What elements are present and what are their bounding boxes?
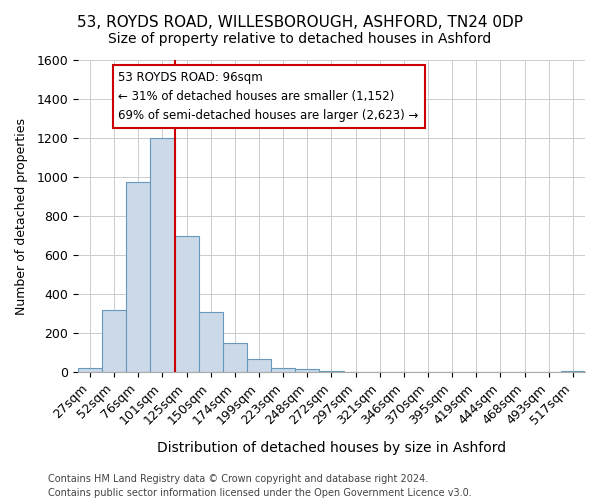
Bar	[223, 343, 247, 372]
Text: Size of property relative to detached houses in Ashford: Size of property relative to detached ho…	[109, 32, 491, 46]
Bar	[175, 236, 199, 372]
Bar	[102, 310, 126, 372]
Bar	[319, 370, 344, 372]
Bar	[271, 368, 295, 372]
Bar	[78, 368, 102, 372]
Bar	[199, 312, 223, 372]
Bar	[295, 368, 319, 372]
Bar	[247, 359, 271, 372]
Text: Contains HM Land Registry data © Crown copyright and database right 2024.
Contai: Contains HM Land Registry data © Crown c…	[48, 474, 472, 498]
Bar	[151, 138, 175, 372]
Text: 53, ROYDS ROAD, WILLESBOROUGH, ASHFORD, TN24 0DP: 53, ROYDS ROAD, WILLESBOROUGH, ASHFORD, …	[77, 15, 523, 30]
Bar	[126, 182, 151, 372]
Bar	[561, 370, 585, 372]
Y-axis label: Number of detached properties: Number of detached properties	[15, 118, 28, 314]
Text: 53 ROYDS ROAD: 96sqm
← 31% of detached houses are smaller (1,152)
69% of semi-de: 53 ROYDS ROAD: 96sqm ← 31% of detached h…	[118, 71, 419, 122]
X-axis label: Distribution of detached houses by size in Ashford: Distribution of detached houses by size …	[157, 441, 506, 455]
